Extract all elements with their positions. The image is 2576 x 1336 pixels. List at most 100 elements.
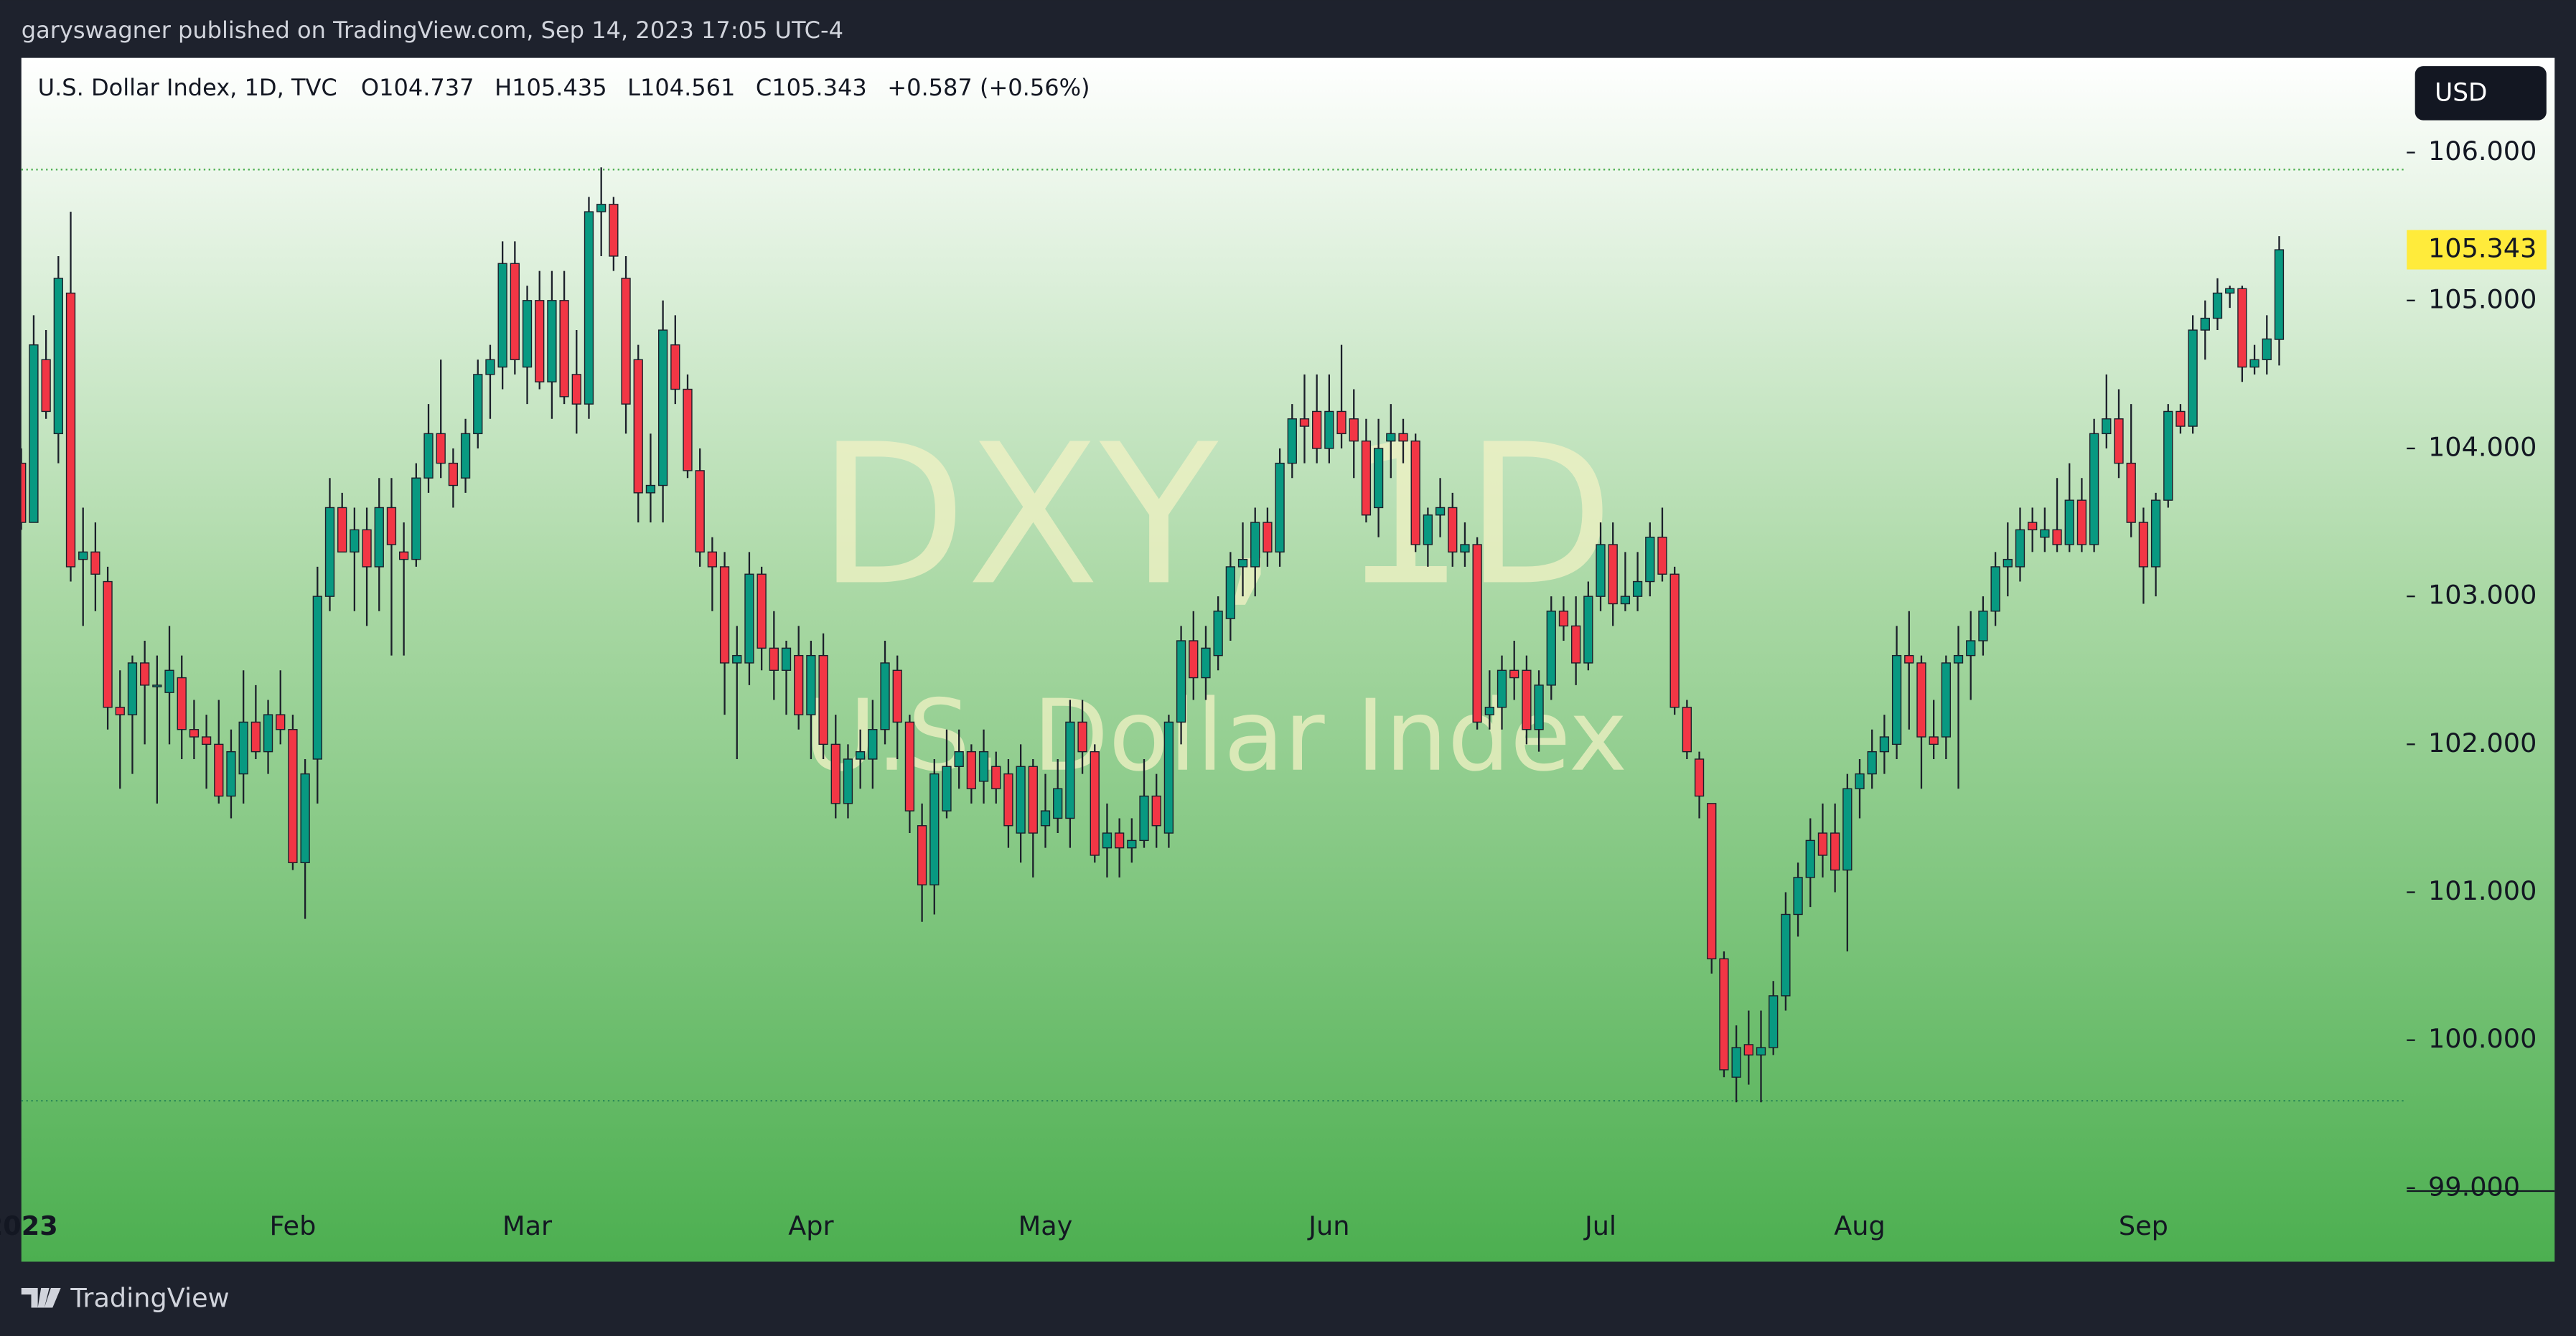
candle-body [2200, 317, 2210, 331]
candle-body [115, 707, 125, 715]
currency-button[interactable] [2415, 66, 2547, 121]
candle-body [1016, 766, 1026, 834]
candle-body [300, 773, 310, 863]
candle-body [1916, 662, 1926, 738]
candle-body [535, 300, 545, 382]
candle-body [1941, 662, 1951, 738]
candle-body [1484, 707, 1494, 715]
candle-body [1817, 832, 1828, 856]
candle-body [1583, 596, 1593, 664]
candle-body [868, 729, 878, 760]
candle-body [966, 751, 976, 789]
candle-body [1189, 640, 1199, 679]
candle-body [1361, 440, 1372, 516]
candle-body [1571, 625, 1581, 664]
candle-body [670, 344, 680, 390]
candle-body [1213, 611, 1223, 657]
candle-body [1423, 514, 1433, 545]
candle-body [436, 433, 446, 464]
candle-body [547, 300, 557, 382]
candle-body [103, 580, 113, 708]
candle-body [1028, 766, 1038, 834]
candle-body [2150, 499, 2161, 568]
x-tick-label: Jun [1307, 1210, 1349, 1241]
candle-body [929, 773, 940, 885]
candle-body [1102, 832, 1113, 849]
candle-body [337, 507, 347, 553]
candle-body [954, 751, 964, 767]
candle-body [1435, 507, 1446, 516]
candle-body [1114, 832, 1125, 849]
candle-body [1410, 440, 1420, 545]
candle-body [707, 551, 718, 568]
candle-body [177, 677, 187, 730]
candle-body [1497, 669, 1507, 708]
candle-body [769, 647, 779, 671]
candle-body [1448, 507, 1458, 553]
candle-body [1781, 913, 1791, 997]
candle-body [757, 573, 767, 649]
candle-body [1139, 795, 1149, 842]
candle-body [2237, 288, 2247, 368]
candle-body [621, 278, 631, 405]
candle-body [1275, 462, 1285, 553]
candle-body [1669, 573, 1680, 708]
candle-body [276, 714, 286, 730]
candle-body [2089, 433, 2099, 545]
candle-body [1830, 832, 1840, 871]
brand-name: TradingView [70, 1283, 229, 1314]
candle-body [411, 477, 421, 560]
candle-body [164, 669, 174, 693]
candle-body [794, 654, 804, 715]
candle-body [2052, 529, 2062, 545]
candle-body [818, 654, 828, 745]
candle-body [2188, 329, 2198, 427]
candle-body [374, 507, 384, 568]
candle-body [1263, 522, 1273, 553]
candle-body [41, 359, 51, 413]
candle-body [1201, 647, 1211, 679]
candle-body [78, 551, 88, 560]
candle-body [288, 729, 298, 863]
candle-body [1596, 544, 1606, 597]
candle-body [1707, 803, 1717, 959]
candle-body [1632, 580, 1643, 597]
candle-body [1608, 544, 1618, 605]
candle-body [2028, 522, 2038, 531]
y-tick-label: 103.000 [2428, 580, 2537, 611]
candle-body [53, 278, 63, 435]
candle-body [1472, 544, 1482, 723]
candle-body [892, 669, 902, 723]
candle-body [250, 721, 261, 753]
candle-body [732, 654, 742, 664]
candle-body [1336, 410, 1346, 435]
candle-body [1953, 654, 1964, 664]
candle-body [2212, 292, 2223, 319]
candle-body [497, 263, 507, 368]
legend-high: H105.435 [495, 74, 607, 101]
x-tick-label: Mar [502, 1210, 553, 1241]
candle-body [2225, 288, 2235, 294]
candle-body [1855, 773, 1865, 789]
candle-body [1299, 418, 1310, 427]
candle-body [263, 714, 273, 753]
candle-body [1558, 611, 1569, 627]
candle-body [2102, 418, 2112, 435]
currency-label[interactable]: USD [2435, 79, 2487, 108]
candle-body [571, 374, 581, 405]
candle-body [1003, 773, 1013, 827]
last-price-label: 105.343 [2428, 233, 2537, 264]
candle-body [2274, 249, 2285, 340]
axes: 99.000 100.000 101.000 102.000 103.000 104.00… [0, 136, 2547, 1241]
candle-body [1312, 410, 1322, 449]
chart-panel [21, 57, 2555, 1262]
candle-body [189, 729, 200, 738]
candle-body [2003, 558, 2013, 568]
candle-body [1682, 707, 1692, 753]
brand-logo [21, 1288, 61, 1308]
candle-body [695, 470, 705, 553]
candle-body [21, 462, 27, 523]
candle-body [856, 751, 866, 760]
candle-body [1657, 537, 1667, 575]
